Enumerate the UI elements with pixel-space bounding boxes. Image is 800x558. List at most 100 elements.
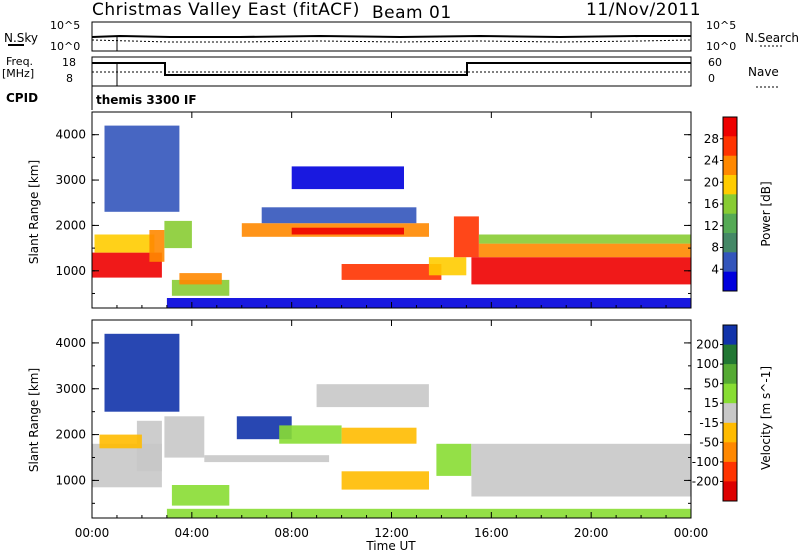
echo-region <box>171 485 230 506</box>
freq-tick-bottom: 8 <box>66 72 73 85</box>
station-title: Christmas Valley East (fitACF) <box>92 0 360 20</box>
echo-region <box>478 234 691 244</box>
echo-region <box>164 220 192 249</box>
nsearch-label: N.Search <box>745 31 799 45</box>
colorbar-tick-label: 4 <box>711 262 719 276</box>
echo-region <box>291 227 404 235</box>
time-x-axis: 00:00 04:00 08:00 12:00 16:00 20:00 00:00 <box>75 112 709 540</box>
velocity-colorbar-label: Velocity [m s^-1] <box>759 366 773 470</box>
colorbar-segment <box>723 213 737 234</box>
colorbar-segment <box>723 233 737 253</box>
colorbar-segment <box>723 422 737 443</box>
x-tick-label: 00:00 <box>674 526 709 540</box>
nave-tick-bottom: 0 <box>708 72 715 85</box>
colorbar-segment <box>723 175 737 195</box>
freq-tick-top: 18 <box>62 56 76 69</box>
cpid-value: themis 3300 IF <box>96 93 197 107</box>
colorbar-segment <box>723 344 737 365</box>
power-y-axis: 1000 2000 3000 4000 <box>55 128 691 294</box>
colorbar-segment <box>723 364 737 385</box>
x-tick-label: 20:00 <box>574 526 609 540</box>
colorbar-segment <box>723 117 737 137</box>
colorbar-tick-label: 16 <box>704 197 719 211</box>
echo-region <box>316 384 429 408</box>
echo-region <box>341 471 429 490</box>
colorbar-tick-label: -50 <box>699 435 719 449</box>
velocity-ylabel: Slant Range [km] <box>27 368 41 472</box>
nave-tick-top: 60 <box>708 56 722 69</box>
echo-region <box>236 416 292 440</box>
colorbar-tick-label: 12 <box>704 219 719 233</box>
echo-region <box>478 243 691 258</box>
nsearch-tick-top: 10^5 <box>706 19 736 32</box>
echo-region <box>291 166 404 190</box>
y-tick-label: 4000 <box>55 128 86 142</box>
echo-region <box>453 216 479 258</box>
freq-label: Freq. <box>6 55 33 68</box>
date-label: 11/Nov/2011 <box>586 0 701 20</box>
freq-panel: Freq. [MHz] 18 8 60 0 Nave <box>2 55 779 88</box>
nsearch-tick-bottom: 10^0 <box>706 40 736 53</box>
echo-region <box>166 298 691 308</box>
colorbar-segment <box>723 194 737 215</box>
colorbar-segment <box>723 461 737 482</box>
echo-region <box>149 230 165 262</box>
echo-region <box>164 416 205 458</box>
time-xlabel: Time UT <box>365 539 416 553</box>
echo-region <box>179 273 222 285</box>
freq-line <box>92 62 691 76</box>
colorbar-segment <box>723 155 737 176</box>
colorbar-tick-label: -15 <box>699 416 719 430</box>
colorbar-tick-label: 20 <box>704 175 719 189</box>
colorbar-segment <box>723 252 737 273</box>
x-tick-label: 12:00 <box>374 526 409 540</box>
y-tick-label: 1000 <box>55 473 86 487</box>
nsky-label: N.Sky <box>4 31 38 45</box>
colorbar-segment <box>723 136 737 157</box>
echo-region <box>204 455 330 463</box>
power-panel: 1000 2000 3000 4000 Slant Range [km] 4 8 12 16… <box>27 111 773 309</box>
x-tick-label: 00:00 <box>75 526 110 540</box>
y-tick-label: 3000 <box>55 382 86 396</box>
colorbar-tick-label: 8 <box>711 241 719 255</box>
colorbar-segment <box>723 325 737 346</box>
nsky-panel: N.Sky 10^5 10^0 10^5 10^0 N.Search <box>4 19 799 53</box>
colorbar-tick-label: -100 <box>692 455 719 469</box>
colorbar-segment <box>723 442 737 463</box>
colorbar-segment <box>723 383 737 404</box>
power-ylabel: Slant Range [km] <box>27 160 41 264</box>
echo-region <box>99 434 142 449</box>
nsky-tick-top: 10^5 <box>50 19 80 32</box>
x-tick-label: 04:00 <box>175 526 210 540</box>
nsky-tick-bottom: 10^0 <box>50 40 80 53</box>
y-tick-label: 4000 <box>55 336 86 350</box>
nsearch-line <box>91 39 692 43</box>
x-tick-label: 16:00 <box>474 526 509 540</box>
echo-region <box>341 427 417 444</box>
colorbar-tick-label: 28 <box>704 132 719 146</box>
nave-label: Nave <box>748 65 779 79</box>
power-colorbar: 4 8 12 16 20 24 28 <box>704 116 738 292</box>
velocity-colorbar: 200 100 50 15 -15 -50 -100 -200 <box>692 324 738 502</box>
cpid-label: CPID <box>6 91 38 105</box>
colorbar-frame <box>722 324 738 502</box>
echo-region <box>94 234 155 253</box>
freq-unit: [MHz] <box>2 67 34 80</box>
y-tick-label: 2000 <box>55 428 86 442</box>
velocity-y-axis: 1000 2000 3000 4000 <box>55 336 691 504</box>
beam-label: Beam 01 <box>372 3 452 23</box>
colorbar-tick-label: 200 <box>696 338 719 352</box>
colorbar-segment <box>723 271 737 292</box>
colorbar-tick-label: 50 <box>704 377 719 391</box>
power-heatmap <box>92 125 691 308</box>
colorbar-tick-label: 24 <box>704 154 719 168</box>
colorbar-segment <box>723 403 737 424</box>
nsky-line <box>91 34 691 39</box>
echo-region <box>166 508 691 518</box>
echo-region <box>104 333 180 412</box>
echo-region <box>471 443 691 497</box>
colorbar-segment <box>723 481 737 502</box>
echo-region <box>428 257 467 276</box>
echo-region <box>261 207 417 224</box>
